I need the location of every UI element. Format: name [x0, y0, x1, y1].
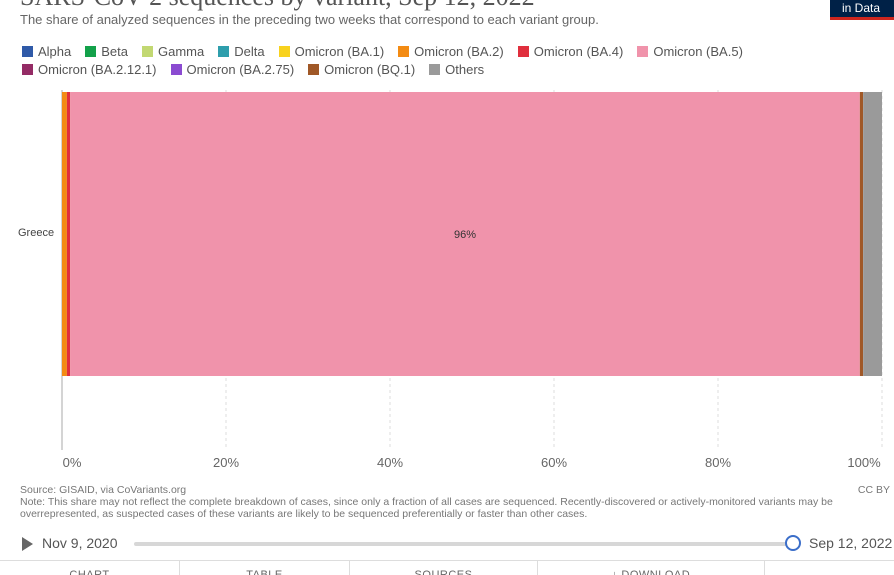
timeline-start-date[interactable]: Nov 9, 2020 [42, 535, 118, 551]
legend-label: Omicron (BQ.1) [324, 62, 416, 77]
bar-segment[interactable] [859, 92, 864, 376]
legend-swatch [308, 64, 320, 75]
logo[interactable]: in Data [830, 0, 894, 18]
bar-segment[interactable] [70, 92, 860, 376]
tab-share[interactable] [765, 561, 894, 575]
legend-label: Beta [101, 44, 128, 59]
legend-item[interactable]: Alpha [22, 44, 71, 59]
legend-swatch [517, 46, 529, 57]
legend-label: Omicron (BA.2.75) [186, 62, 295, 77]
bar-segment[interactable] [62, 92, 67, 376]
tab-download[interactable]: ↓ DOWNLOAD [538, 561, 765, 575]
tab-table[interactable]: TABLE [180, 561, 350, 575]
timeline-slider-handle[interactable] [785, 535, 801, 551]
chart-plot: 96% [61, 90, 883, 450]
bar-data-label: 96% [454, 229, 476, 241]
note-text: Note: This share may not reflect the com… [20, 496, 833, 520]
chart-title: SARS-CoV-2 sequences by variant, Sep 12,… [20, 0, 535, 12]
y-category-label: Greece [18, 227, 55, 239]
logo-accent [830, 17, 894, 20]
legend-swatch [429, 64, 441, 75]
legend-label: Delta [234, 44, 265, 59]
legend-label: Omicron (BA.2.12.1) [38, 62, 157, 77]
timeline-slider-track[interactable] [134, 542, 792, 546]
tab-sources[interactable]: SOURCES [350, 561, 538, 575]
timeline-end-date[interactable]: Sep 12, 2022 [809, 535, 893, 551]
legend-swatch [85, 46, 97, 57]
x-tick-label: 0% [62, 455, 82, 470]
x-tick-label: 80% [704, 455, 732, 470]
source-text: Source: GISAID, via CoVariants.org [20, 484, 187, 496]
legend-swatch [142, 46, 153, 57]
tab-bar: CHART TABLE SOURCES ↓ DOWNLOAD [0, 560, 894, 575]
legend-item[interactable]: Omicron (BA.4) [517, 44, 624, 59]
legend-item[interactable]: Omicron (BA.1) [278, 44, 385, 59]
legend-swatch [22, 46, 33, 57]
x-tick-label: 60% [540, 455, 568, 470]
legend-swatch [22, 64, 33, 75]
legend-label: Gamma [158, 44, 205, 59]
legend-item[interactable]: Omicron (BA.5) [637, 44, 743, 59]
legend-label: Alpha [38, 44, 72, 59]
legend-label: Omicron (BA.1) [294, 44, 385, 59]
legend-label: Omicron (BA.2) [414, 44, 504, 59]
legend-item[interactable]: Omicron (BQ.1) [308, 62, 415, 77]
timeline: Nov 9, 2020 Sep 12, 2022 [0, 530, 894, 558]
bar-segment[interactable] [66, 92, 71, 376]
legend-label: Others [445, 62, 485, 77]
legend-item[interactable]: Delta [218, 44, 265, 59]
license-link[interactable]: CC BY [857, 484, 890, 496]
legend-swatch [218, 46, 230, 57]
x-tick-label: 40% [376, 455, 404, 470]
legend-item[interactable]: Beta [85, 44, 128, 59]
legend-swatch [278, 46, 290, 57]
chart-subtitle: The share of analyzed sequences in the p… [20, 12, 599, 27]
legend-item[interactable]: Omicron (BA.2.75) [170, 62, 295, 77]
legend-item[interactable]: Omicron (BA.2.12.1) [22, 62, 157, 77]
tab-chart[interactable]: CHART [0, 561, 180, 575]
legend-item[interactable]: Gamma [142, 44, 204, 59]
legend-swatch [637, 46, 649, 57]
legend: Alpha Beta Gamma Delta Omicron (BA.1) Omicron… [22, 44, 882, 77]
legend-label: Omicron (BA.4) [533, 44, 624, 59]
legend-label: Omicron (BA.5) [653, 44, 743, 59]
legend-swatch [398, 46, 410, 57]
play-icon[interactable] [22, 537, 33, 551]
x-tick-label: 20% [212, 455, 240, 470]
bar-segment[interactable] [863, 92, 882, 376]
legend-item[interactable]: Others [429, 62, 484, 77]
x-tick-label: 100% [847, 455, 881, 470]
legend-item[interactable]: Omicron (BA.2) [398, 44, 504, 59]
legend-swatch [170, 64, 182, 75]
